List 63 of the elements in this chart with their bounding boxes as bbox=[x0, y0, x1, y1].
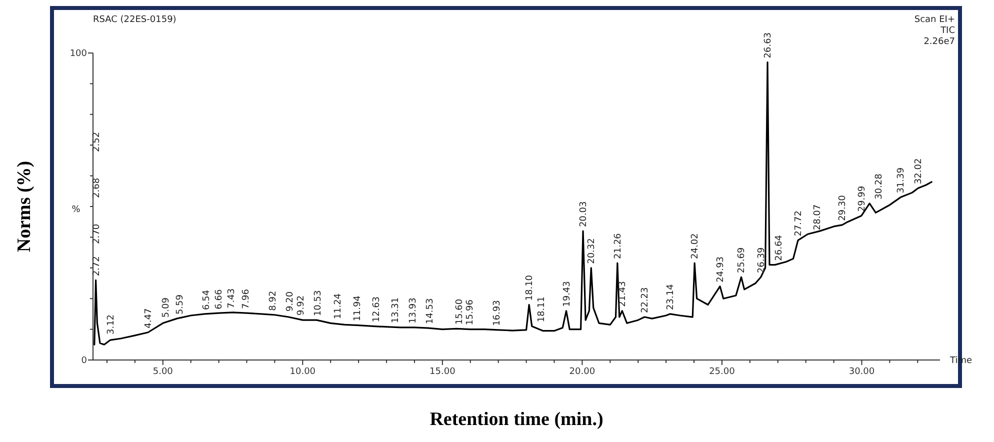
annotation: 12.63 bbox=[372, 296, 382, 322]
x-tick-label: 10.00 bbox=[290, 367, 316, 377]
annotation: 5.09 bbox=[161, 297, 172, 318]
annotation: 24.93 bbox=[716, 256, 726, 282]
y-axis-title: Norms (%) bbox=[14, 160, 35, 252]
annotation: 4.47 bbox=[144, 308, 154, 328]
annotation: 14.53 bbox=[425, 298, 436, 324]
annotation: 19.43 bbox=[562, 281, 572, 307]
annotation: 32.02 bbox=[914, 158, 924, 184]
annotation: 2.70 bbox=[92, 224, 102, 244]
x-tick-label: 20.00 bbox=[569, 367, 596, 377]
annotation: 7.96 bbox=[242, 288, 252, 310]
annotation: 2.52 bbox=[92, 132, 102, 152]
annotation: 11.94 bbox=[352, 295, 363, 322]
annotation: 9.20 bbox=[285, 291, 296, 312]
annotation: 27.72 bbox=[794, 210, 804, 236]
annotation: 26.63 bbox=[764, 32, 774, 58]
annotation: 7.43 bbox=[226, 288, 237, 308]
annotation: 15.96 bbox=[465, 299, 476, 326]
annotation: 15.60 bbox=[455, 298, 466, 325]
line-series bbox=[94, 61, 932, 346]
annotation: 2.72 bbox=[92, 256, 102, 276]
annotation: 20.03 bbox=[579, 201, 590, 228]
annotation: 25.69 bbox=[737, 247, 748, 274]
annotation: 22.23 bbox=[640, 287, 651, 314]
x-tick-label: 25.00 bbox=[709, 367, 736, 377]
text: TIC bbox=[940, 26, 955, 36]
x-tick-label: 5.00 bbox=[152, 367, 174, 377]
annotation: 16.93 bbox=[492, 300, 502, 326]
annotation: 6.54 bbox=[202, 290, 212, 310]
annotation: 26.64 bbox=[774, 234, 784, 261]
annotation: 30.28 bbox=[874, 173, 885, 200]
x-tick-label: 15.00 bbox=[430, 367, 456, 377]
x-tick-label: 30.00 bbox=[848, 367, 875, 377]
y-tick-label: 0 bbox=[81, 356, 88, 366]
annotation: 20.32 bbox=[587, 238, 598, 264]
annotation: 6.66 bbox=[214, 289, 224, 310]
annotation: 29.99 bbox=[857, 186, 868, 212]
annotation: 29.30 bbox=[838, 194, 848, 221]
annotation: 21.43 bbox=[618, 281, 628, 307]
annotation: 10.53 bbox=[313, 290, 324, 316]
annotation: 13.93 bbox=[408, 298, 419, 324]
annotation: 31.39 bbox=[896, 167, 907, 194]
text: 2.26e7 bbox=[924, 37, 955, 47]
x-axis-title: Retention time (min.) bbox=[430, 409, 604, 430]
annotation: 9.92 bbox=[296, 295, 306, 316]
annotation: 8.92 bbox=[268, 290, 278, 311]
annotation: 28.07 bbox=[812, 204, 823, 230]
annotation: 23.14 bbox=[666, 284, 676, 310]
annotation: 3.12 bbox=[106, 314, 116, 335]
annotation: 11.24 bbox=[333, 293, 344, 320]
text: Scan EI+ bbox=[914, 15, 955, 25]
y-tick-label: 100 bbox=[70, 49, 88, 59]
annotation: 24.02 bbox=[690, 233, 701, 259]
text: RSAC (22ES-0159) bbox=[93, 15, 176, 25]
text: % bbox=[72, 205, 81, 215]
annotation: 18.11 bbox=[536, 296, 547, 322]
annotation: 2.68 bbox=[92, 178, 102, 198]
annotation: 13.31 bbox=[391, 297, 402, 324]
annotation: 5.59 bbox=[175, 294, 186, 315]
annotation: 18.10 bbox=[525, 274, 536, 301]
annotation: 21.26 bbox=[613, 232, 624, 259]
annotation: 26.39 bbox=[756, 247, 767, 274]
